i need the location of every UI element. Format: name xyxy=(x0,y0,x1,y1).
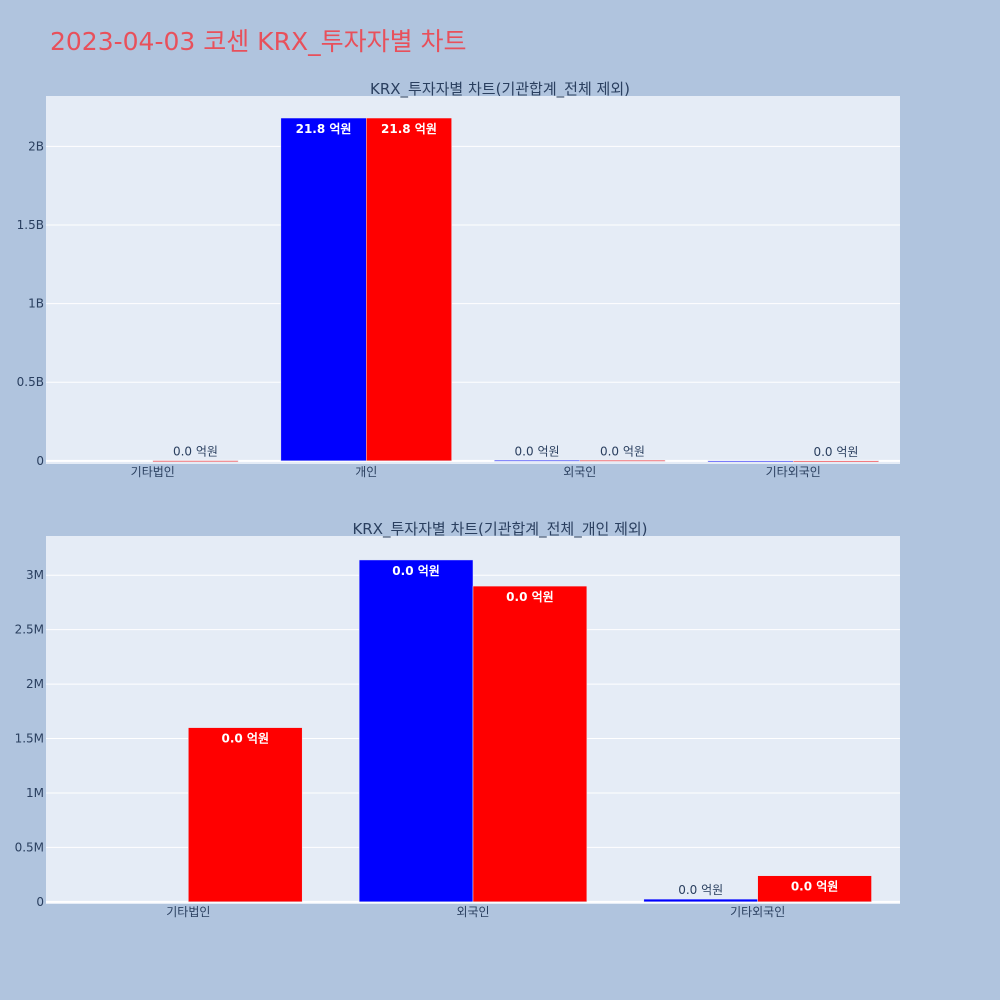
y-tick-label: 0.5B xyxy=(17,375,44,389)
x-tick-label: 개인 xyxy=(355,465,377,479)
data-label: 0.0 억원 xyxy=(678,883,723,897)
x-tick-label: 기타법인 xyxy=(131,465,175,479)
y-tick-label: 2.5M xyxy=(15,623,44,637)
x-tick-label: 기타외국인 xyxy=(766,465,821,479)
bar xyxy=(707,460,794,463)
bar xyxy=(793,460,879,463)
chart-title: KRX_투자자별 차트(기관합계_전체 제외) xyxy=(370,80,630,99)
bar xyxy=(366,117,452,462)
y-tick-label: 3M xyxy=(26,568,44,582)
data-label: 0.0 억원 xyxy=(813,445,858,459)
data-label: 21.8 억원 xyxy=(296,122,352,136)
bar xyxy=(579,460,666,462)
x-tick-label: 기타외국인 xyxy=(730,905,785,919)
bar xyxy=(494,460,581,462)
data-label: 0.0 억원 xyxy=(600,444,645,458)
y-tick-label: 1.5B xyxy=(17,218,44,232)
bar xyxy=(280,117,367,462)
data-label: 0.0 억원 xyxy=(515,444,560,458)
page-title: 2023-04-03 코센 KRX_투자자별 차트 xyxy=(50,27,467,56)
bar xyxy=(358,559,474,903)
data-label: 0.0 억원 xyxy=(791,880,839,894)
data-label: 21.8 억원 xyxy=(381,122,437,136)
y-tick-label: 1.5M xyxy=(15,732,44,746)
bar xyxy=(188,727,303,903)
y-tick-label: 2B xyxy=(28,139,44,153)
data-label: 0.0 억원 xyxy=(222,732,270,746)
bar xyxy=(472,585,588,903)
bar xyxy=(757,875,872,903)
data-label: 0.0 억원 xyxy=(173,445,218,459)
chart-title: KRX_투자자별 차트(기관합계_전체_개인 제외) xyxy=(352,520,647,539)
y-tick-label: 1B xyxy=(28,297,44,311)
data-label: 0.0 억원 xyxy=(392,564,440,578)
x-tick-label: 외국인 xyxy=(456,905,489,919)
x-tick-label: 외국인 xyxy=(563,465,596,479)
x-tick-label: 기타법인 xyxy=(166,905,210,919)
bar xyxy=(152,460,239,462)
plot-area xyxy=(46,96,900,464)
y-tick-label: 0 xyxy=(36,895,44,909)
data-label: 0.0 억원 xyxy=(506,590,554,604)
bar xyxy=(643,898,758,903)
y-tick-label: 1M xyxy=(26,786,44,800)
y-tick-label: 0 xyxy=(36,454,44,468)
y-tick-label: 2M xyxy=(26,677,44,691)
y-tick-label: 0.5M xyxy=(15,840,44,854)
